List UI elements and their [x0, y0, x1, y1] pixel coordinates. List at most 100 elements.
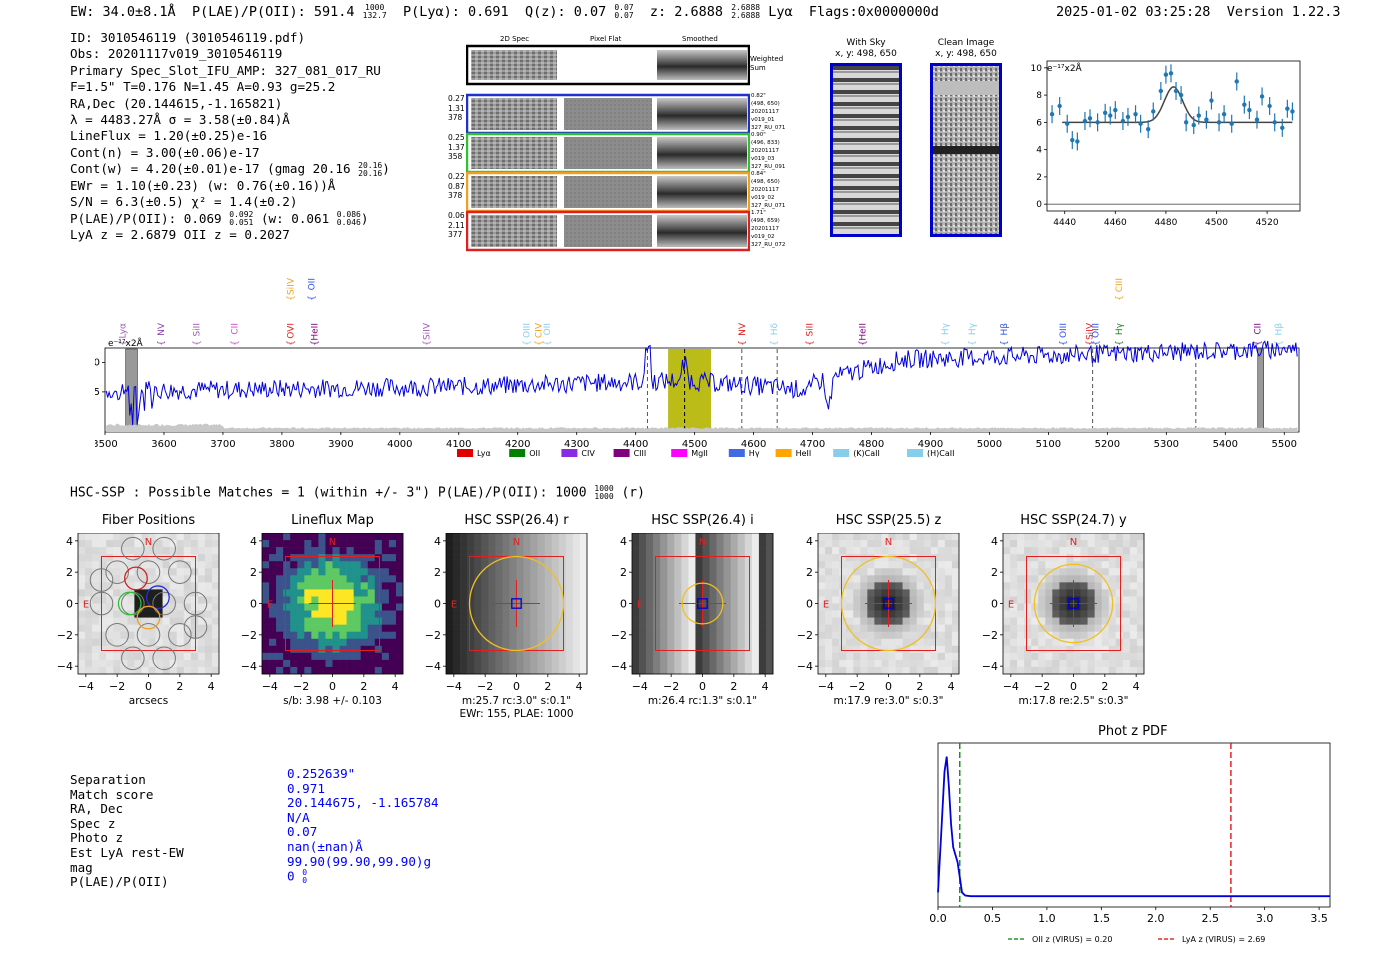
panel-pixel [867, 596, 875, 604]
panel-pixel [639, 533, 647, 541]
panel-pixel [579, 659, 588, 668]
panel-pixel [653, 631, 661, 640]
panel-pixel [916, 561, 925, 569]
panel-pixel [709, 554, 717, 562]
panel-pixel [183, 666, 192, 675]
panel-pixel [141, 638, 149, 647]
panel-pixel [758, 540, 767, 548]
panel-pixel [381, 631, 390, 640]
panel-pixel [353, 575, 361, 583]
panel-pixel [646, 596, 654, 604]
panel-pixel [269, 589, 277, 597]
panel-pixel [211, 610, 220, 618]
panel-pixel [544, 638, 553, 647]
panel-xtick-label: 2 [916, 680, 923, 693]
panel-pixel [176, 638, 185, 647]
panel-pixel [632, 624, 640, 632]
panel-pixel [1087, 603, 1095, 611]
panel-pixel [1066, 603, 1074, 611]
panel-pixel [346, 554, 354, 562]
panel-ytick-label: −4 [241, 660, 257, 673]
panel-pixel [304, 582, 312, 590]
panel-pixel [204, 547, 213, 555]
panel-pixel [481, 603, 489, 611]
panel-pixel [106, 617, 114, 625]
panel-pixel [551, 624, 560, 632]
cutout-smoothed [657, 176, 747, 208]
panel-pixel [211, 645, 220, 654]
panel-pixel [446, 582, 454, 590]
panel-pixel [1052, 659, 1060, 668]
spectral-line-label: NV [738, 322, 748, 336]
panel-pixel [211, 659, 220, 668]
panel-pixel [1136, 575, 1145, 583]
panel-pixel [460, 659, 468, 668]
panel-pixel [646, 624, 654, 632]
spectral-line-brace: { [1092, 340, 1102, 346]
panel-pixel [716, 638, 724, 647]
line-fit-point [1158, 88, 1164, 94]
panel-pixel [162, 575, 170, 583]
panel-pixel [367, 540, 376, 548]
panel-pixel [460, 582, 468, 590]
panel-pixel [446, 561, 454, 569]
line-fit-point [1259, 94, 1265, 99]
panel-pixel [367, 624, 376, 632]
panel-pixel [832, 624, 840, 632]
panel-pixel [339, 575, 347, 583]
panel-pixel [1003, 617, 1011, 625]
spectral-line-label: SiIV [422, 322, 432, 340]
panel-pixel [381, 652, 390, 661]
line-fit-point [1229, 121, 1234, 126]
panel-pixel [853, 596, 861, 604]
panel-pixel [1136, 533, 1145, 541]
panel-pixel [902, 596, 910, 604]
panel-pixel [723, 659, 731, 668]
line-fit-point [1196, 113, 1201, 118]
panel-pixel [262, 561, 270, 569]
panel-pixel [1136, 561, 1145, 569]
panel-pixel [1024, 666, 1032, 675]
panel-pixel [388, 645, 397, 654]
panel-pixel [467, 659, 475, 668]
panel-pixel [1024, 638, 1032, 647]
panel-pixel [1003, 540, 1011, 548]
panel-caption: m:17.8 re:2.5" s:0.3" [1018, 695, 1129, 707]
panel-pixel [360, 652, 369, 661]
panel-pixel [839, 659, 847, 668]
panel-pixel [639, 610, 647, 618]
panel-pixel [1094, 582, 1102, 590]
panel-pixel [318, 533, 326, 541]
panel-pixel [446, 617, 454, 625]
panel-pixel [85, 533, 93, 541]
panel-pixel [290, 575, 298, 583]
panel-pixel [388, 582, 397, 590]
panel-pixel [660, 554, 668, 562]
panel-pixel [360, 617, 369, 625]
panel-pixel [332, 568, 340, 576]
panel-pixel [1094, 547, 1102, 555]
panel-pixel [78, 582, 86, 590]
panel-pixel [460, 645, 468, 654]
panel-pixel [1080, 617, 1088, 625]
line-fit-point [1133, 111, 1138, 117]
panel-pixel [204, 540, 213, 548]
panel-pixel [481, 659, 489, 668]
panel-pixel [1017, 540, 1025, 548]
panel-pixel [360, 582, 369, 590]
fiber-circle [183, 591, 208, 616]
panel-pixel [1059, 631, 1067, 640]
panel-pixel [709, 652, 717, 661]
panel-pixel [695, 666, 703, 675]
panel-east-label: E [637, 600, 643, 611]
panel-pixel [1031, 589, 1039, 597]
header-z: z: 2.6888 [649, 4, 724, 20]
panel-pixel [374, 645, 383, 654]
panel-pixel [688, 561, 696, 569]
panel-pixel [127, 582, 135, 590]
panel-pixel [78, 666, 86, 675]
panel-pixel [1038, 540, 1046, 548]
spectral-line-brace: { [738, 340, 748, 346]
panel-pixel [311, 617, 319, 625]
panel-pixel [653, 540, 661, 548]
